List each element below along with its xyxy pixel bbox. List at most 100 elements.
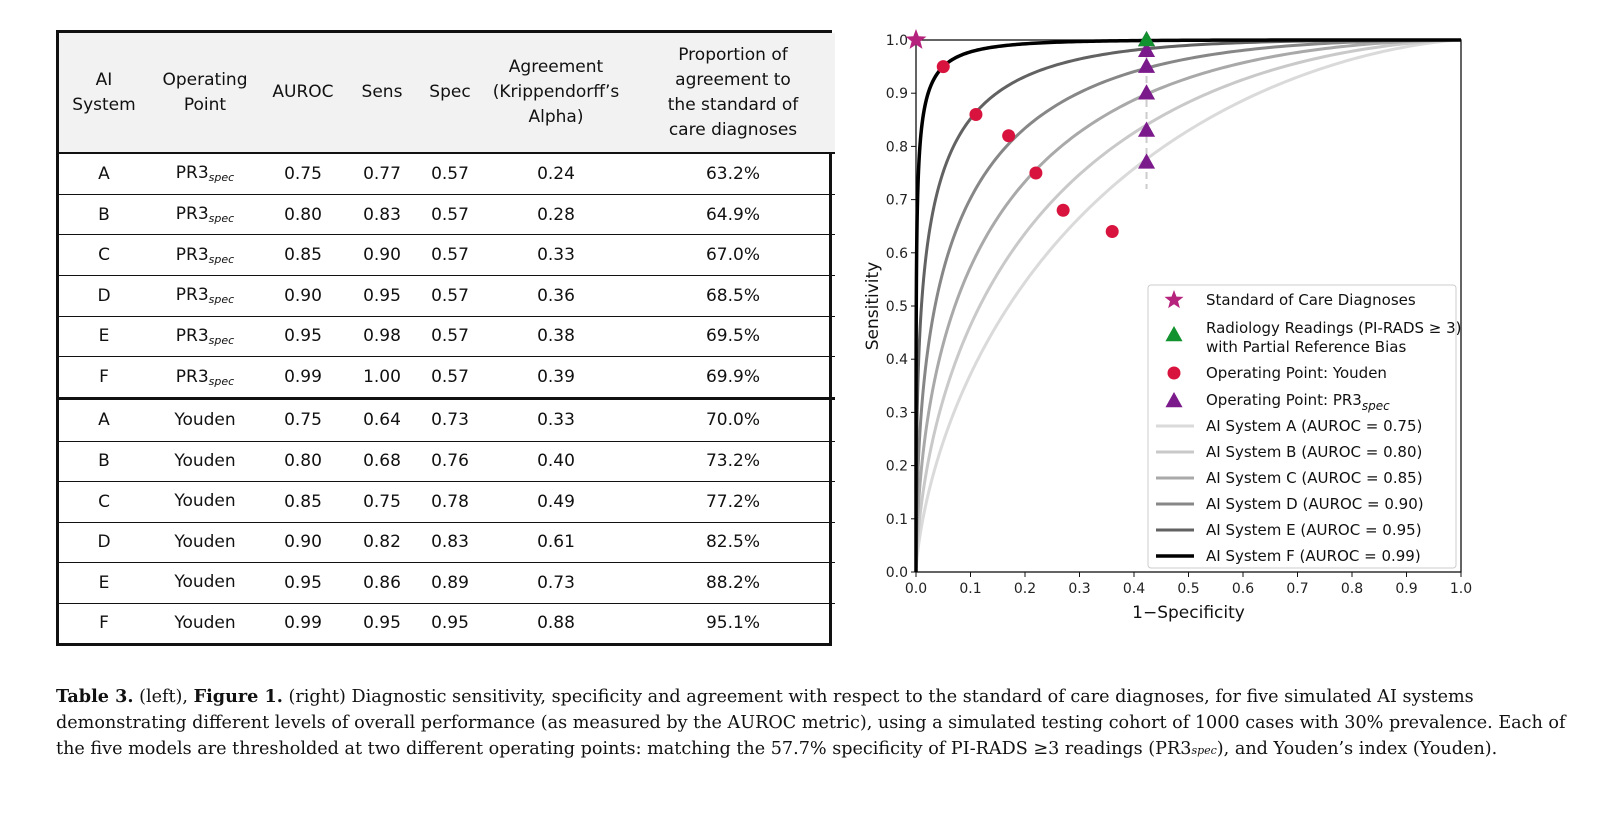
- cell-sens: 0.82: [345, 521, 419, 563]
- cell-agreement: 0.39: [481, 356, 631, 399]
- header-agreement: Agreement (Krippendorff’s Alpha): [481, 33, 631, 154]
- cell-sens: 0.64: [345, 397, 419, 442]
- y-axis-label: Sensitivity: [863, 262, 883, 351]
- table-row: A PR3spec 0.75 0.77 0.57 0.24 63.2%: [59, 152, 835, 195]
- cell-sens: 0.95: [345, 274, 419, 317]
- legend-series-f: AI System F (AUROC = 0.99): [1206, 547, 1421, 565]
- y-tick-label: 0.7: [886, 193, 908, 209]
- cell-proportion: 70.0%: [631, 397, 835, 442]
- roc-curve-d: [914, 38, 1462, 572]
- operating-point-label: PR3: [175, 244, 209, 265]
- header-auroc: AUROC: [261, 33, 345, 154]
- cell-sens: 0.75: [345, 481, 419, 523]
- cell-agreement: 0.36: [481, 274, 631, 317]
- operating-point-label: Youden: [174, 612, 236, 633]
- radiology-point: [1137, 31, 1156, 47]
- youden-point: [1029, 166, 1043, 180]
- cell-auroc: 0.75: [261, 397, 345, 442]
- cell-sens: 0.77: [345, 152, 419, 195]
- operating-point-label: PR3: [175, 366, 209, 387]
- cell-operating-point: Youden: [149, 602, 261, 643]
- operating-point-label: Youden: [174, 450, 236, 471]
- legend-series-c: AI System C (AUROC = 0.85): [1206, 469, 1423, 487]
- table-row: C PR3spec 0.85 0.90 0.57 0.33 67.0%: [59, 234, 835, 276]
- cell-spec: 0.57: [419, 315, 481, 357]
- legend-pr3spec-main: Operating Point: PR3: [1206, 391, 1362, 409]
- legend-radiology-line2: with Partial Reference Bias: [1206, 338, 1406, 356]
- cell-auroc: 0.85: [261, 234, 345, 276]
- table-row: A Youden 0.75 0.64 0.73 0.33 70.0%: [59, 397, 835, 442]
- operating-point-subscript: spec: [208, 374, 235, 388]
- legend-series-d: AI System D (AUROC = 0.90): [1206, 495, 1424, 513]
- cell-operating-point: Youden: [149, 521, 261, 563]
- header-spec: Spec: [419, 33, 481, 154]
- operating-point-subscript: spec: [208, 293, 235, 307]
- cell-agreement: 0.33: [481, 234, 631, 276]
- legend-red-dot-icon: [1167, 366, 1181, 380]
- table-row: C Youden 0.85 0.75 0.78 0.49 77.2%: [59, 481, 835, 523]
- cell-operating-point: PR3spec: [149, 152, 261, 195]
- cell-auroc: 0.95: [261, 562, 345, 604]
- cell-sens: 0.68: [345, 440, 419, 482]
- x-tick-label: 0.1: [959, 581, 981, 597]
- cell-system: C: [59, 234, 149, 276]
- cell-sens: 0.86: [345, 562, 419, 604]
- x-tick-label: 0.7: [1286, 581, 1308, 597]
- legend-series-b: AI System B (AUROC = 0.80): [1206, 443, 1422, 461]
- cell-agreement: 0.24: [481, 152, 631, 195]
- cell-system: A: [59, 397, 149, 442]
- cell-agreement: 0.61: [481, 521, 631, 563]
- y-tick-label: 0.3: [886, 405, 908, 421]
- cell-system: B: [59, 193, 149, 235]
- cell-system: C: [59, 481, 149, 523]
- operating-point-label: Youden: [174, 491, 236, 512]
- x-tick-label: 0.9: [1395, 581, 1417, 597]
- table-row: F Youden 0.99 0.95 0.95 0.88 95.1%: [59, 602, 835, 643]
- cell-system: F: [59, 602, 149, 643]
- y-tick-label: 0.6: [886, 246, 908, 262]
- cell-system: F: [59, 356, 149, 399]
- y-tick-label: 0.1: [886, 512, 908, 528]
- y-tick-label: 0.8: [886, 139, 908, 155]
- cell-spec: 0.57: [419, 356, 481, 399]
- table-row: E PR3spec 0.95 0.98 0.57 0.38 69.5%: [59, 315, 835, 357]
- cell-agreement: 0.73: [481, 562, 631, 604]
- operating-point-label: Youden: [174, 409, 236, 430]
- x-tick-label: 1.0: [1450, 581, 1472, 597]
- x-tick-label: 0.8: [1341, 581, 1363, 597]
- cell-proportion: 63.2%: [631, 152, 835, 195]
- cell-spec: 0.95: [419, 602, 481, 643]
- legend-pr3spec: Operating Point: PR3spec: [1206, 391, 1390, 413]
- legend-radiology-line1: Radiology Readings (PI-RADS ≥ 3): [1206, 319, 1462, 337]
- x-tick-label: 0.6: [1232, 581, 1254, 597]
- operating-point-label: PR3: [175, 204, 209, 225]
- table-row: B Youden 0.80 0.68 0.76 0.40 73.2%: [59, 440, 835, 482]
- cell-proportion: 73.2%: [631, 440, 835, 482]
- roc-curve-c: [914, 38, 1462, 572]
- cell-operating-point: PR3spec: [149, 234, 261, 276]
- cell-spec: 0.89: [419, 562, 481, 604]
- cell-sens: 0.90: [345, 234, 419, 276]
- operating-point-subscript: spec: [208, 333, 235, 347]
- cell-agreement: 0.40: [481, 440, 631, 482]
- roc-curve-e: [914, 38, 1461, 572]
- cell-system: D: [59, 274, 149, 317]
- table-row: F PR3spec 0.99 1.00 0.57 0.39 69.9%: [59, 356, 835, 399]
- cell-operating-point: Youden: [149, 562, 261, 604]
- y-tick-label: 0.0: [886, 565, 908, 581]
- cell-spec: 0.57: [419, 274, 481, 317]
- cell-operating-point: Youden: [149, 481, 261, 523]
- y-tick-label: 0.5: [886, 299, 908, 315]
- cell-sens: 0.83: [345, 193, 419, 235]
- cell-auroc: 0.95: [261, 315, 345, 357]
- cell-operating-point: PR3spec: [149, 315, 261, 357]
- results-table: AI System Operating Point AUROC Sens Spec …: [56, 30, 835, 646]
- cell-operating-point: PR3spec: [149, 193, 261, 235]
- cell-spec: 0.57: [419, 193, 481, 235]
- results-table-grid: AI System Operating Point AUROC Sens Spec …: [59, 33, 835, 643]
- y-tick-label: 0.9: [886, 86, 908, 102]
- x-tick-label: 0.3: [1068, 581, 1090, 597]
- cell-system: E: [59, 315, 149, 357]
- cell-auroc: 0.80: [261, 440, 345, 482]
- cell-operating-point: PR3spec: [149, 274, 261, 317]
